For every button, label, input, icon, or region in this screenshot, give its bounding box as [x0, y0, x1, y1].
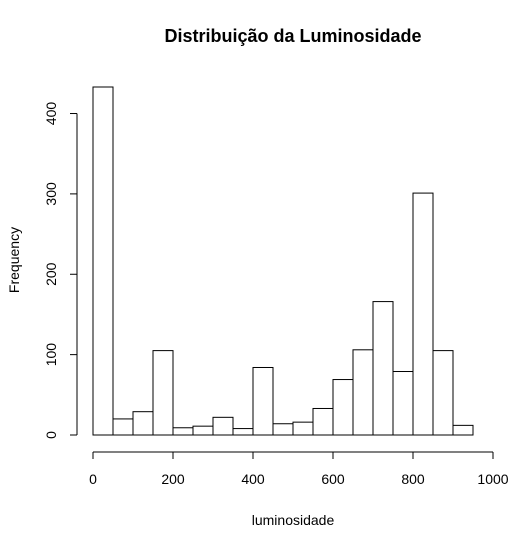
x-axis: 0 200 400 600 800 1000 [89, 451, 509, 487]
histogram-bar [352, 349, 374, 436]
x-tick-label: 800 [401, 471, 425, 487]
histogram-bar [272, 423, 294, 436]
histogram-bar [252, 366, 274, 436]
histogram-bar [332, 379, 354, 436]
y-tick-label: 400 [43, 102, 59, 126]
histogram-bar [192, 425, 214, 436]
histogram-bar [172, 427, 194, 436]
histogram-bar [392, 371, 414, 436]
chart-title: Distribuição da Luminosidade [164, 26, 421, 46]
histogram-bar [312, 407, 334, 436]
histogram-bar [132, 411, 154, 436]
x-tick-label: 600 [321, 471, 345, 487]
histogram-bar [292, 421, 314, 436]
y-axis-label: Frequency [6, 227, 22, 293]
histogram-bar [372, 301, 394, 436]
y-tick-label: 0 [43, 431, 59, 439]
histogram-bar [92, 86, 114, 436]
y-tick-label: 100 [43, 343, 59, 367]
x-tick-label: 0 [89, 471, 97, 487]
x-axis-label: luminosidade [252, 512, 335, 528]
histogram-bar [432, 350, 454, 436]
y-tick-label: 300 [43, 182, 59, 206]
y-tick-label: 200 [43, 262, 59, 286]
x-tick-label: 400 [241, 471, 265, 487]
bars-group [92, 86, 474, 436]
x-tick-label: 1000 [477, 471, 508, 487]
histogram-bar [452, 424, 474, 436]
histogram-bar [112, 418, 134, 436]
histogram-bar [412, 192, 434, 436]
histogram-bar [212, 416, 234, 436]
x-tick-label: 200 [161, 471, 185, 487]
histogram-bar [152, 350, 174, 436]
histogram-bar [232, 428, 254, 436]
y-axis: 0 100 200 300 400 [43, 102, 78, 439]
